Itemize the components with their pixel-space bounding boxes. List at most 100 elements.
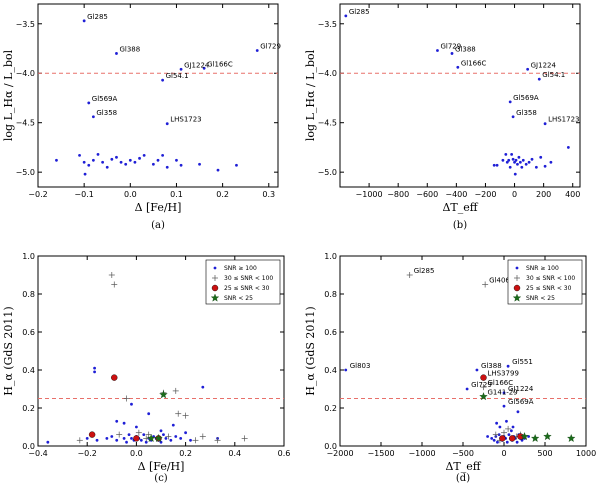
point-label: Gl406 <box>489 277 510 285</box>
x-tick-label: −800 <box>387 190 409 199</box>
x-tick-label: −400 <box>445 190 467 199</box>
y-axis-label: log L_Hα / L_bol <box>304 49 317 141</box>
x-tick-label: 0.2 <box>179 449 192 458</box>
labeled-point <box>479 392 488 401</box>
x-tick-label: 0.1 <box>170 190 183 199</box>
x-tick-label: 0 <box>501 449 506 458</box>
point-label: Gl358 <box>516 109 537 117</box>
data-point-dot <box>184 431 188 435</box>
labeled-point <box>502 391 506 395</box>
data-point-star <box>154 433 163 442</box>
point-label: G141-29 <box>488 389 518 397</box>
data-point-dot <box>147 412 151 416</box>
panel-c: −0.4 −0.2 0.0 0.2 0.4 0.6 0.0 0.2 0.4 0.6 0.8 1.0 Δ … <box>2 252 290 484</box>
point-label: Gl551 <box>512 358 533 366</box>
data-point <box>513 172 517 176</box>
y-axis-label: H_α (GdS 2011) <box>304 306 317 395</box>
panel-a: −0.2 −0.1 0.0 0.1 0.2 0.3 −5.0 −4.5 −4.0 −3.5 Δ [F… <box>2 3 281 231</box>
x-tick-label: −200 <box>474 190 496 199</box>
point-label: Gl569A <box>92 95 118 103</box>
data-point-circle <box>88 431 96 438</box>
data-point-dot <box>515 440 519 444</box>
data-point <box>216 168 220 172</box>
data-point-plus <box>241 435 248 442</box>
y-tick-label: −4.5 <box>16 119 35 128</box>
data-point <box>510 152 514 156</box>
data-point-dot <box>46 440 50 444</box>
data-point-dot <box>169 438 173 442</box>
plot-frame <box>339 3 581 188</box>
x-tick-label: 0.6 <box>278 449 291 458</box>
data-point-dot <box>486 435 489 438</box>
legend-marker <box>512 293 522 302</box>
data-point-star <box>530 433 540 442</box>
y-tick-label: 0.8 <box>324 290 337 299</box>
data-point-star <box>146 433 156 442</box>
y-tick-label: 0.2 <box>22 404 35 413</box>
data-point <box>115 155 118 159</box>
data-point <box>235 163 238 167</box>
y-tick-label: 1.0 <box>324 252 337 261</box>
point-label: Gl729 <box>471 381 492 389</box>
data-point-dot <box>159 429 163 433</box>
x-tick-label: 0.3 <box>262 190 275 199</box>
data-point-dot <box>520 438 524 442</box>
y-tick-label: −5.0 <box>318 168 337 177</box>
data-point-plus <box>199 433 206 440</box>
x-tick-label: −1000 <box>408 449 435 458</box>
data-point-dot <box>135 425 138 429</box>
point-label: Gl388 <box>455 45 476 53</box>
data-point <box>543 164 547 168</box>
data-point <box>165 122 169 126</box>
data-point <box>456 65 460 69</box>
data-point <box>87 101 91 105</box>
data-point-plus <box>501 429 507 436</box>
point-label: Gl166C <box>488 379 514 387</box>
data-point <box>543 122 547 126</box>
data-point <box>179 163 183 167</box>
data-point <box>511 157 515 161</box>
data-point-plus <box>505 425 512 432</box>
data-point <box>83 172 87 176</box>
data-point <box>91 115 95 119</box>
data-point <box>110 157 114 161</box>
point-label: Gl729 <box>260 42 281 50</box>
data-point-dot <box>171 423 175 427</box>
data-point-dot <box>516 410 520 414</box>
point-label: Gl569A <box>508 398 534 406</box>
data-point-plus <box>192 437 199 444</box>
data-point-star <box>567 433 576 442</box>
data-point <box>521 158 525 162</box>
y-tick-label: −5.0 <box>16 168 35 177</box>
data-point-plus <box>172 387 179 394</box>
data-point-plus <box>182 412 189 419</box>
legend-label: SNR < 25 <box>526 295 555 302</box>
data-point <box>202 66 206 70</box>
panel-d: −2000 −1500 −1000 −500 0 500 1000 0.0 0.2 0.4 0.6 0… <box>304 252 596 484</box>
y-tick-label: −4.5 <box>318 119 337 128</box>
data-point <box>517 155 521 159</box>
data-point <box>82 160 86 164</box>
data-point-dot <box>139 438 143 442</box>
legend: SNR ≥ 100 30 ≤ SNR < 100 25 ≤ SNR < 30 SNR … <box>205 259 281 305</box>
data-point <box>156 158 160 162</box>
x-axis-label: ΔT_eff <box>442 201 478 214</box>
point-label: LHS1723 <box>170 116 201 124</box>
data-point-plus <box>135 429 142 436</box>
data-point <box>514 158 518 162</box>
data-point-plus <box>111 281 118 288</box>
y-tick-label: 0.8 <box>22 290 35 299</box>
data-point-dot <box>498 425 502 429</box>
data-point-plus <box>123 395 130 402</box>
data-point-dot <box>174 435 178 438</box>
data-point-circle <box>111 374 118 381</box>
data-point-dot <box>85 437 89 440</box>
data-point <box>501 158 505 162</box>
data-point <box>82 19 86 23</box>
point-label: GJ1224 <box>508 385 534 393</box>
data-point-plus <box>143 435 150 442</box>
labeled-point <box>480 374 487 381</box>
data-point-dot <box>142 433 146 436</box>
x-tick-label: −0.2 <box>28 190 47 199</box>
legend-label: SNR ≥ 100 <box>526 265 559 272</box>
